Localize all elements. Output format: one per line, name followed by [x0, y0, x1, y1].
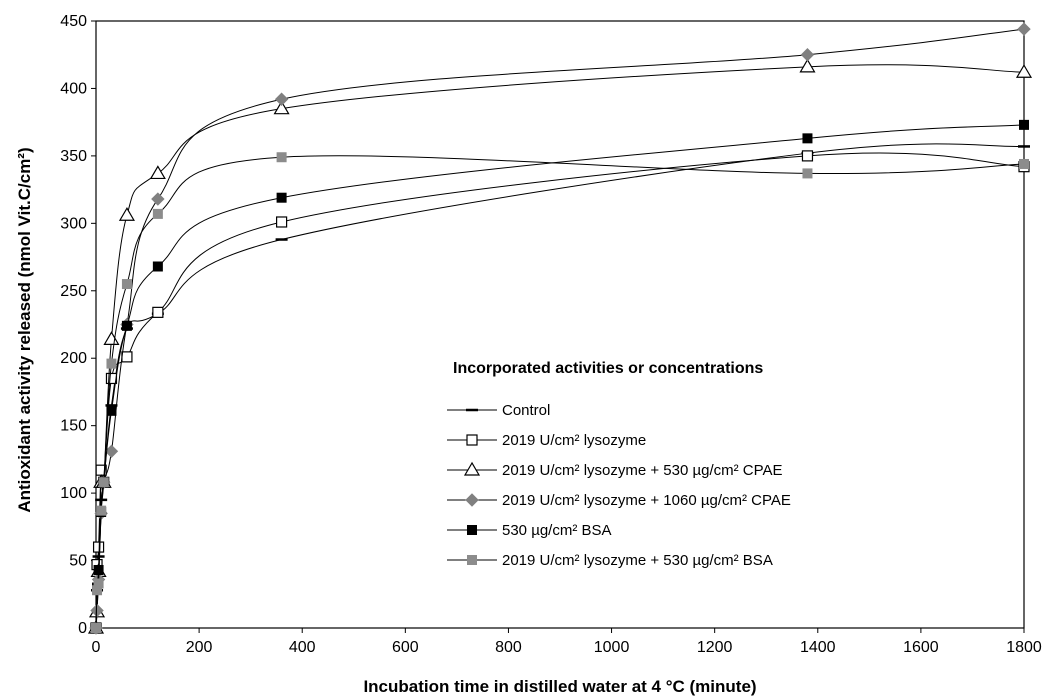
- data-point: [121, 279, 132, 290]
- data-point: [98, 477, 109, 488]
- x-tick-label: 0: [92, 639, 101, 656]
- data-point: [152, 306, 164, 318]
- data-point: [91, 623, 101, 633]
- x-tick-label: 800: [495, 639, 522, 656]
- x-tick-label: 1600: [903, 639, 939, 656]
- data-point: [802, 168, 813, 179]
- series-layer: [87, 22, 1033, 635]
- y-tick-label: 0: [78, 620, 87, 637]
- data-point: [92, 541, 105, 553]
- data-point: [118, 207, 135, 221]
- data-point: [152, 261, 163, 272]
- data-point: [106, 405, 117, 416]
- data-point: [93, 578, 104, 589]
- data-point: [96, 505, 107, 516]
- data-point: [1019, 119, 1029, 130]
- data-point: [103, 331, 120, 345]
- data-point: [121, 320, 132, 331]
- y-tick-label: 150: [60, 418, 87, 435]
- y-tick-label: 350: [60, 148, 87, 165]
- data-point: [276, 216, 288, 228]
- legend-marker: [467, 555, 477, 565]
- legend-marker: [465, 493, 479, 507]
- y-tick-label: 450: [60, 13, 87, 30]
- x-tick-label: 1800: [1006, 639, 1042, 656]
- data-point: [800, 48, 815, 62]
- series-line: [95, 152, 1025, 629]
- data-point: [276, 152, 287, 163]
- legend-entry: 2019 U/cm² lysozyme + 530 µg/cm² CPAE: [447, 461, 783, 479]
- x-tick-label: 400: [289, 639, 316, 656]
- data-point: [274, 92, 289, 106]
- series-6: [91, 152, 1029, 633]
- legend: Incorporated activities or concentration…: [447, 360, 791, 569]
- x-tick-label: 1200: [697, 639, 733, 656]
- y-tick-label: 100: [60, 485, 87, 502]
- ticks-layer: 0 200 400 600 800 1000 1200 1400 1600 1800 0 50 100 1…: [60, 13, 1042, 656]
- data-point: [801, 150, 814, 162]
- data-point: [104, 444, 119, 459]
- y-tick-label: 250: [60, 283, 87, 300]
- x-tick-label: 1000: [594, 639, 630, 656]
- x-tick-label: 600: [392, 639, 419, 656]
- data-point: [149, 165, 166, 180]
- y-tick-label: 300: [60, 215, 87, 232]
- data-point: [799, 58, 816, 73]
- y-tick-label: 400: [60, 80, 87, 97]
- data-point: [105, 372, 118, 385]
- legend-marker: [463, 461, 481, 476]
- data-point: [1015, 64, 1033, 78]
- data-point: [152, 208, 163, 219]
- legend-label: 2019 U/cm² lysozyme + 1060 µg/cm² CPAE: [502, 492, 791, 509]
- data-point: [90, 603, 104, 618]
- x-axis-title: Incubation time in distilled water at 4 …: [363, 677, 756, 696]
- data-point: [276, 192, 287, 203]
- legend-label: 530 µg/cm² BSA: [502, 522, 612, 539]
- legend-label: 2019 U/cm² lysozyme: [502, 432, 646, 449]
- legend-entry: 2019 U/cm² lysozyme + 530 µg/cm² BSA: [447, 552, 773, 569]
- legend-title: Incorporated activities or concentration…: [453, 360, 763, 377]
- legend-entry: 2019 U/cm² lysozyme: [447, 432, 646, 449]
- plot-area-frame: [95, 20, 1025, 629]
- legend-marker: [467, 525, 477, 535]
- data-point: [1017, 22, 1031, 36]
- legend-label: Control: [502, 402, 550, 419]
- series-line: [95, 64, 1025, 629]
- legend-entry: Control: [447, 402, 550, 419]
- legend-entry: 530 µg/cm² BSA: [447, 522, 612, 539]
- series-line: [95, 155, 1025, 629]
- data-point: [151, 192, 165, 206]
- series-4: [89, 22, 1031, 635]
- legend-marker: [466, 434, 478, 446]
- data-point: [273, 100, 290, 115]
- data-point: [106, 358, 117, 369]
- x-tick-label: 200: [186, 639, 213, 656]
- legend-label: 2019 U/cm² lysozyme + 530 µg/cm² CPAE: [502, 462, 783, 479]
- legend-label: 2019 U/cm² lysozyme + 530 µg/cm² BSA: [502, 552, 773, 569]
- data-point: [121, 351, 133, 363]
- y-tick-label: 200: [60, 350, 87, 367]
- y-axis-title: Antioxidant activity released (nmol Vit.…: [15, 147, 34, 512]
- data-point: [1019, 158, 1029, 169]
- legend-entry: 2019 U/cm² lysozyme + 1060 µg/cm² CPAE: [447, 492, 791, 509]
- data-point: [802, 133, 813, 144]
- x-tick-label: 1400: [800, 639, 836, 656]
- y-tick-label: 50: [69, 553, 87, 570]
